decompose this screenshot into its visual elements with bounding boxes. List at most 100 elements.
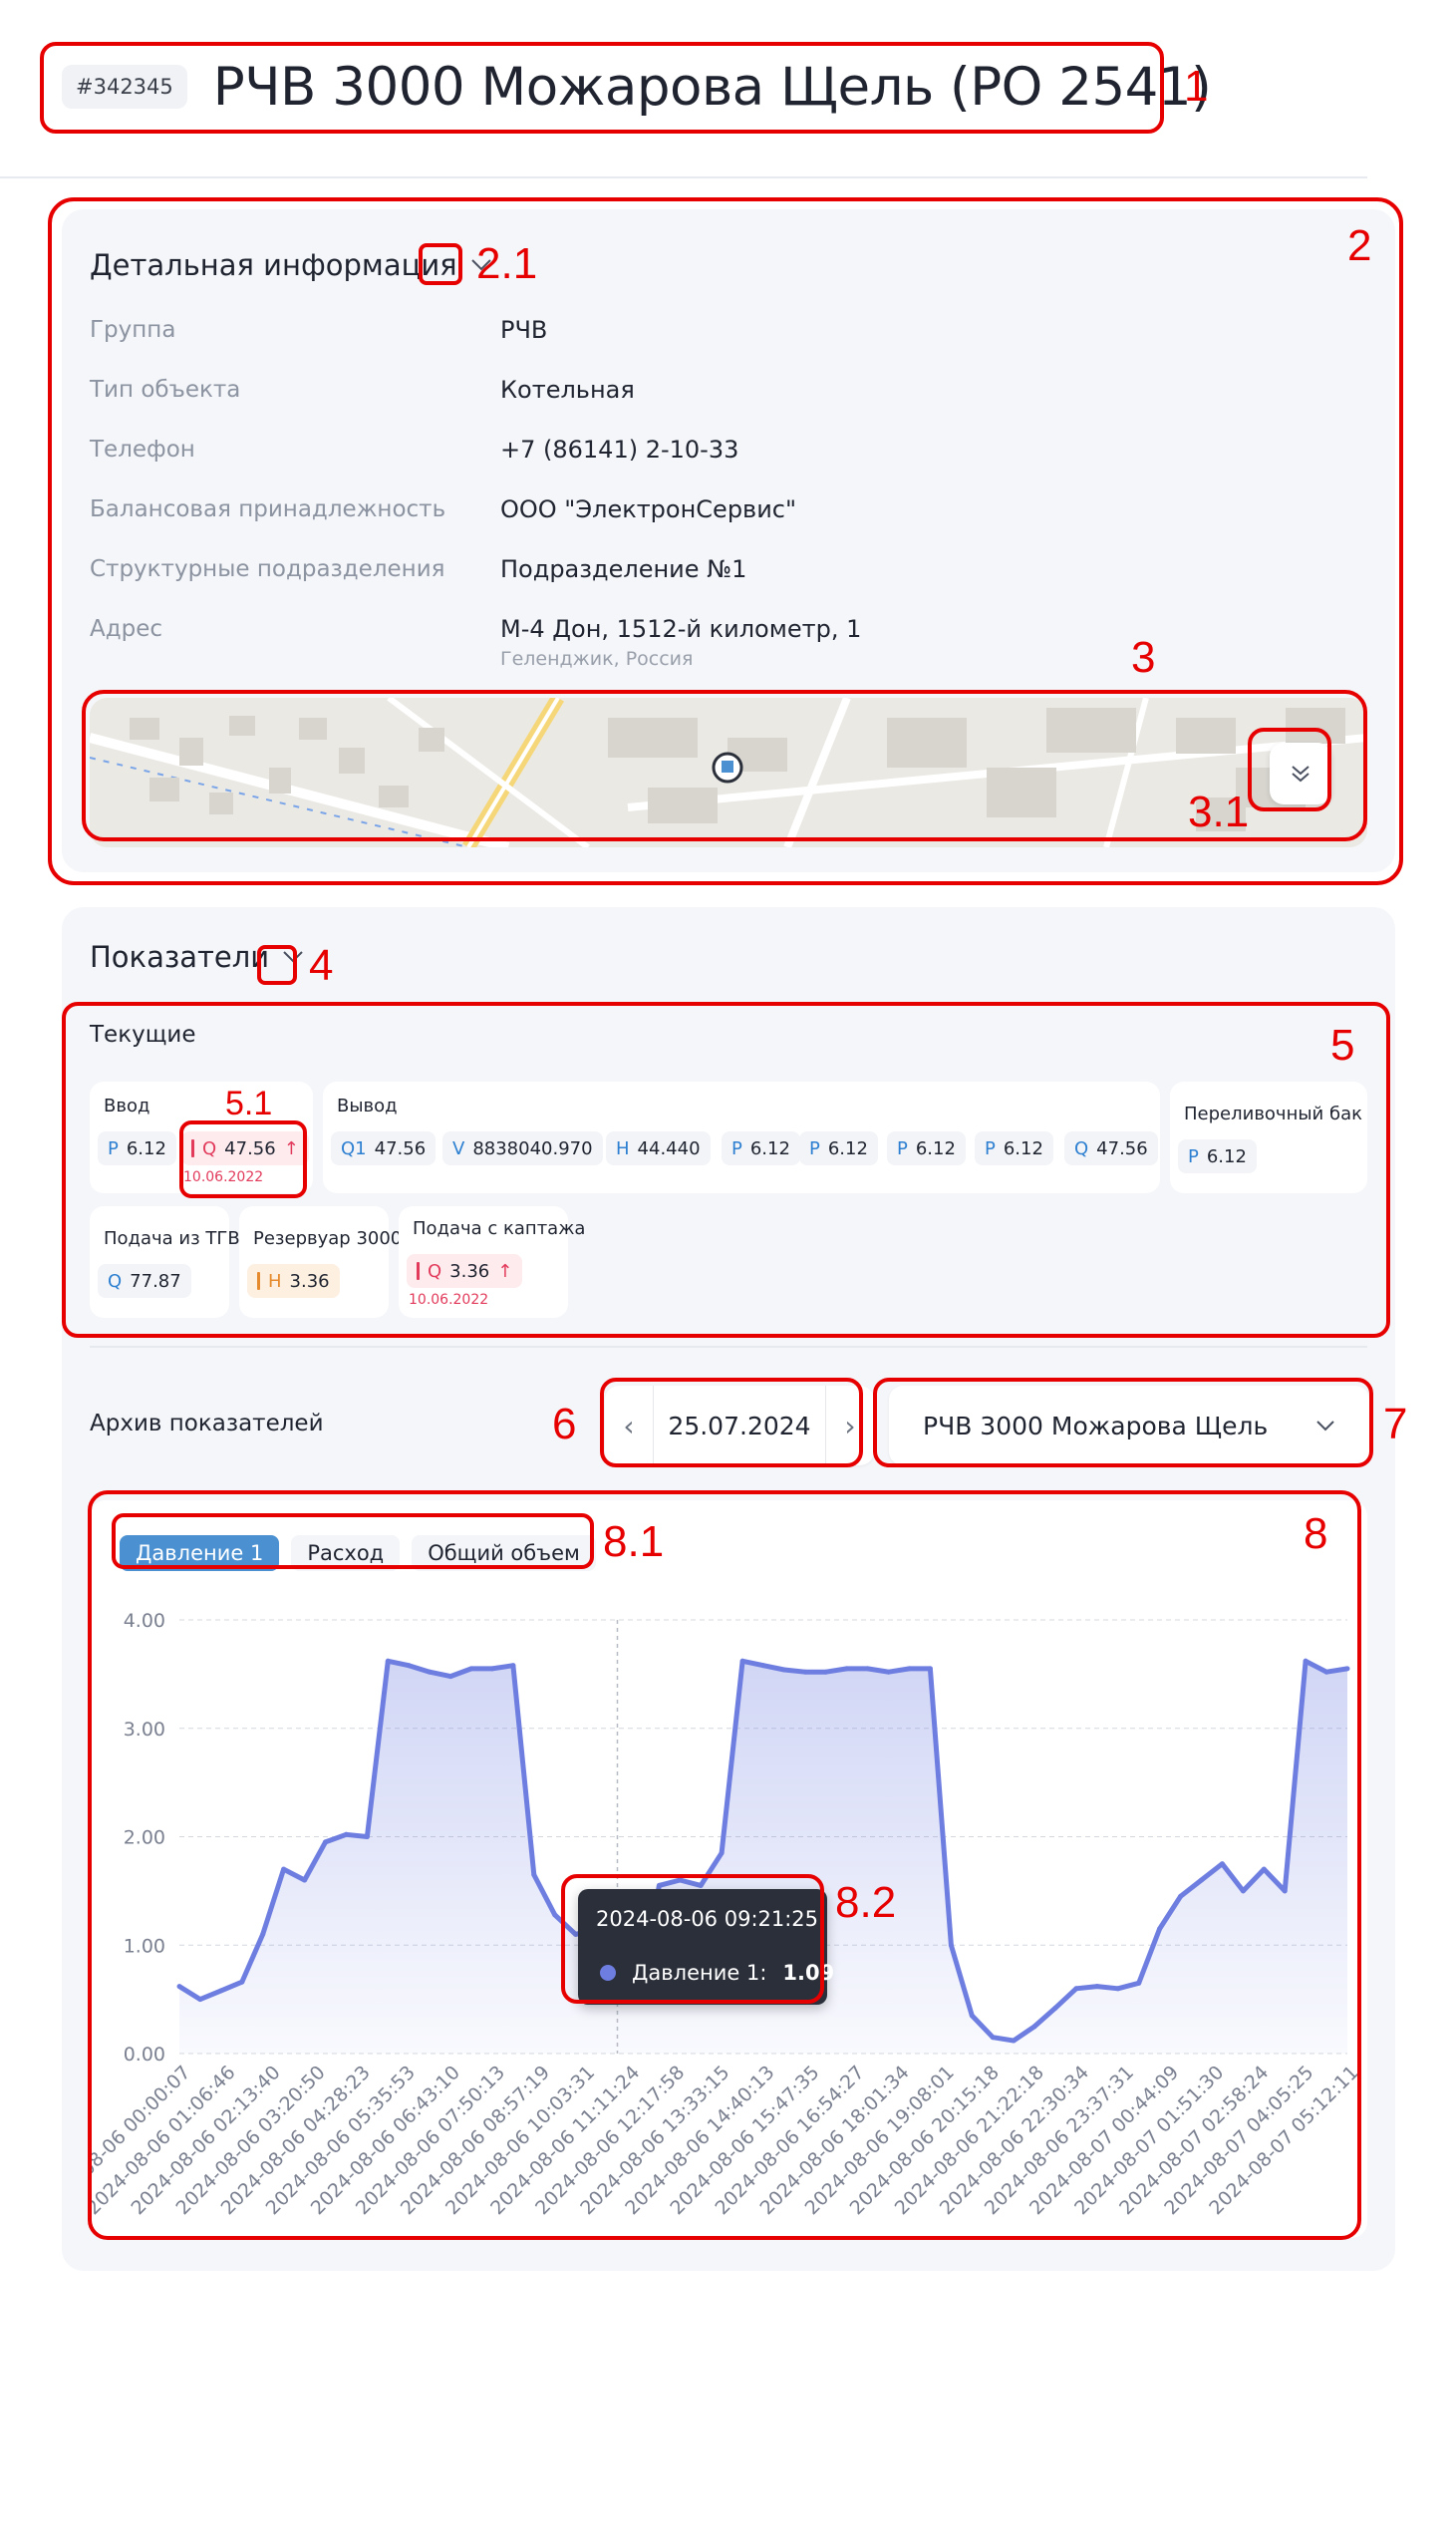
metric-group-kaptazh: Подача с каптажа Q 3.36 ↑ 10.06.2022 <box>399 1206 585 1318</box>
detail-value: ООО "ЭлектронСервис" <box>500 495 797 523</box>
metric-key: H <box>268 1270 282 1292</box>
metric-key: P <box>897 1137 908 1159</box>
y-tick-label: 0.00 <box>124 2044 165 2066</box>
data-point <box>1052 2005 1058 2011</box>
data-point <box>1240 1888 1246 1894</box>
metric-group-reservoir: Резервуар 3000 H 3.36 <box>239 1206 402 1318</box>
metric-value: 6.12 <box>749 1137 790 1159</box>
metric-chip[interactable]: V 8838040.970 <box>442 1131 603 1165</box>
metric-key: P <box>108 1137 119 1159</box>
metric-chip[interactable]: P 6.12 <box>975 1131 1053 1165</box>
metric-key: Q1 <box>341 1137 367 1159</box>
warning-bar <box>257 1272 260 1290</box>
metric-key: Q <box>108 1270 123 1292</box>
data-point <box>218 1988 224 1994</box>
map-canvas <box>90 698 1367 847</box>
data-point <box>844 1666 850 1672</box>
metric-key: Q <box>1074 1137 1089 1159</box>
metric-value: 6.12 <box>1003 1137 1043 1159</box>
arrow-up-icon: ↑ <box>283 1137 299 1159</box>
metric-chip-alert[interactable]: Q 3.36 ↑ <box>407 1254 523 1288</box>
data-point <box>489 1666 495 1672</box>
metric-key: Q <box>428 1260 442 1282</box>
data-point <box>739 1658 745 1664</box>
metric-value: 8838040.970 <box>472 1137 593 1159</box>
metric-chip-warning[interactable]: H 3.36 <box>247 1264 340 1298</box>
detail-label: Телефон <box>90 437 195 463</box>
details-collapse-button[interactable] <box>463 247 499 283</box>
data-point <box>343 1831 349 1837</box>
metric-group-title: Ввод <box>104 1096 150 1116</box>
details-card: Детальная информация Группа РЧВ Тип объект… <box>62 209 1395 872</box>
metric-key: P <box>1188 1145 1199 1167</box>
chevron-down-icon <box>283 951 303 963</box>
alert-bar <box>191 1139 194 1157</box>
metric-alert-date: 10.06.2022 <box>409 1292 489 1308</box>
next-date-button[interactable]: › <box>844 1409 856 1442</box>
metric-value: 47.56 <box>224 1137 276 1159</box>
data-point <box>1303 1658 1309 1664</box>
metric-chip[interactable]: Q 47.56 <box>1064 1131 1158 1165</box>
metrics-collapse-button[interactable] <box>275 939 311 975</box>
data-point <box>1136 1980 1142 1986</box>
date-picker: ‹ 25.07.2024 › <box>605 1386 874 1465</box>
metric-group-tgv: Подача из ТГВ Q 77.87 <box>90 1206 240 1318</box>
metric-chip[interactable]: H 44.440 <box>606 1131 711 1165</box>
metric-chip[interactable]: P 6.12 <box>722 1131 800 1165</box>
map-expand-button[interactable] <box>1270 743 1331 804</box>
page-title: РЧВ 3000 Можарова Щель (РО 2541) <box>212 56 1212 118</box>
metric-value: 47.56 <box>1096 1137 1148 1159</box>
metric-value: 3.36 <box>449 1260 490 1282</box>
detail-value: Подразделение №1 <box>500 555 747 583</box>
detail-label: Структурные подразделения <box>90 556 445 582</box>
data-point <box>1157 1926 1163 1932</box>
tooltip-value: 1.09 <box>782 1961 835 1985</box>
metric-key: V <box>452 1137 465 1159</box>
series-dot-icon <box>600 1965 616 1981</box>
metric-chip[interactable]: P 6.12 <box>1178 1139 1257 1173</box>
metric-chip[interactable]: P 6.12 <box>799 1131 878 1165</box>
metric-chip[interactable]: Q1 47.56 <box>331 1131 437 1165</box>
metrics-section-header: Показатели <box>90 939 311 975</box>
metric-group-title: Подача из ТГВ <box>104 1228 240 1249</box>
y-tick-label: 4.00 <box>124 1610 165 1632</box>
metric-group-vyvod: Вывод Q1 47.56 V 8838040.970 H 44.440 P 6.12 P 6.… <box>323 1082 1160 1193</box>
data-point <box>948 1942 954 1948</box>
metrics-card: Показатели Текущие Ввод P 6.12 Q 47.56 ↑… <box>62 907 1395 2271</box>
metric-group-vvod: Ввод P 6.12 Q 47.56 ↑ 10.06.2022 <box>90 1082 313 1193</box>
prev-date-button[interactable]: ‹ <box>623 1409 635 1442</box>
data-point <box>260 1931 266 1937</box>
tooltip-time: 2024-08-06 09:21:25 <box>596 1907 819 1931</box>
detail-subvalue: Геленджик, Россия <box>500 648 694 670</box>
detail-label: Группа <box>90 317 176 343</box>
location-map[interactable] <box>90 698 1367 847</box>
arrow-up-icon: ↑ <box>497 1260 513 1282</box>
detail-value: РЧВ <box>500 316 548 344</box>
metric-chip[interactable]: P 6.12 <box>98 1131 176 1165</box>
metric-chip[interactable]: P 6.12 <box>887 1131 966 1165</box>
data-point <box>760 1663 766 1669</box>
metric-chip-alert[interactable]: Q 47.56 ↑ <box>181 1131 309 1165</box>
metric-value: 6.12 <box>915 1137 956 1159</box>
date-value[interactable]: 25.07.2024 <box>653 1386 826 1465</box>
metric-chip[interactable]: Q 77.87 <box>98 1264 191 1298</box>
object-select[interactable]: РЧВ 3000 Можарова Щель <box>889 1386 1369 1465</box>
data-point <box>1219 1861 1225 1867</box>
metric-group-title: Подача с каптажа <box>413 1218 586 1239</box>
metric-value: 6.12 <box>126 1137 166 1159</box>
data-point <box>1031 2024 1037 2030</box>
metric-value: 47.56 <box>374 1137 427 1159</box>
page-header: #342345 РЧВ 3000 Можарова Щель (РО 2541) <box>40 42 1212 132</box>
data-point <box>1073 1986 1079 1992</box>
metric-key: P <box>731 1137 742 1159</box>
data-point <box>865 1666 871 1672</box>
data-point <box>907 1666 912 1672</box>
data-point <box>1261 1866 1267 1872</box>
data-point <box>447 1674 453 1680</box>
data-point <box>281 1866 287 1872</box>
data-point <box>510 1663 516 1669</box>
header-divider <box>0 176 1367 178</box>
metric-group-title: Вывод <box>337 1096 398 1116</box>
